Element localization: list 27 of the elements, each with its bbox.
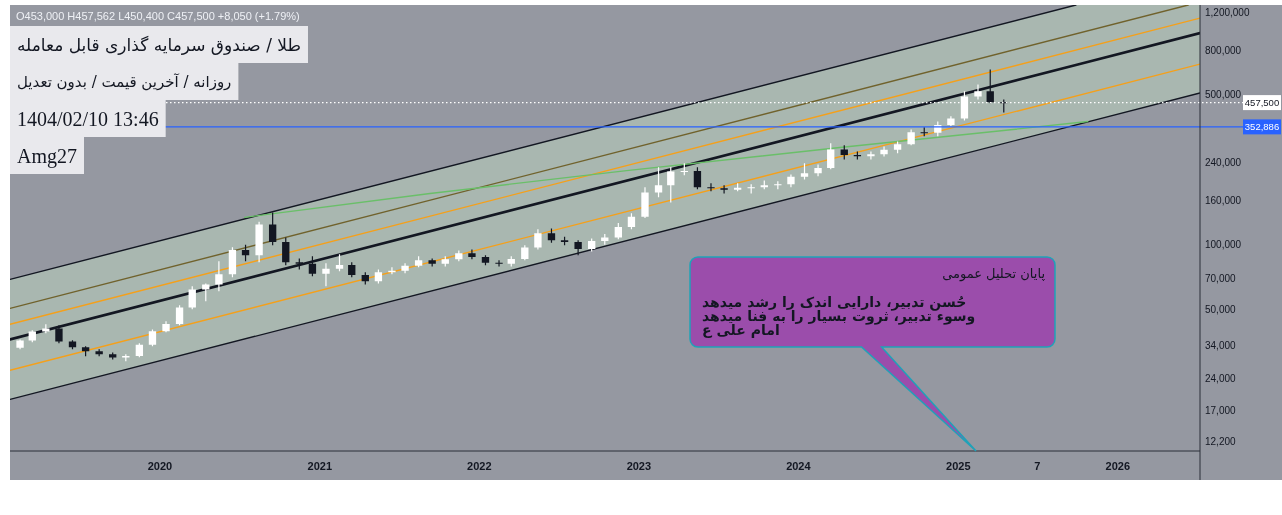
- y-tick-label: 24,000: [1205, 372, 1237, 384]
- y-tick-label: 17,000: [1205, 404, 1237, 416]
- x-tick-label: 2023: [626, 460, 652, 472]
- x-tick-label: 2021: [307, 460, 333, 472]
- y-tick-label: 240,000: [1205, 157, 1242, 169]
- x-tick-label: 2024: [786, 460, 812, 472]
- y-tick-label: 160,000: [1205, 195, 1242, 207]
- annotation: 1404/02/10 13:46: [17, 107, 159, 130]
- y-tick-label: 12,200: [1205, 435, 1237, 447]
- annotation: پایان تحلیل عمومی: [942, 265, 1046, 282]
- y-tick-label: 34,000: [1205, 340, 1237, 352]
- x-tick-label: 2025: [946, 460, 971, 472]
- y-tick-label: 70,000: [1205, 272, 1237, 284]
- y-tick-label: 500,000: [1205, 88, 1242, 100]
- x-tick-label: 2020: [147, 460, 173, 472]
- text: روزانه / آخرین قیمت / بدون تعدیل: [17, 72, 232, 91]
- x-tick-label: 2026: [1105, 460, 1131, 472]
- annotation: امام علی ع: [702, 322, 780, 338]
- text: طلا / صندوق سرمایه گذاری قابل معامله: [17, 34, 301, 55]
- y-tick-label: 100,000: [1205, 239, 1242, 251]
- x-tick-label: 2022: [467, 460, 492, 472]
- y-tick-label: 800,000: [1205, 44, 1242, 56]
- x-tick-label: 7: [1034, 460, 1041, 472]
- annotation: O453,000 H457,562 L450,400 C457,500 +8,050 (+1.79%): [16, 10, 300, 22]
- annotation: Amg27: [17, 144, 77, 168]
- y-tick-label: 1,200,000: [1205, 6, 1250, 18]
- y-tick-label: 50,000: [1205, 303, 1237, 315]
